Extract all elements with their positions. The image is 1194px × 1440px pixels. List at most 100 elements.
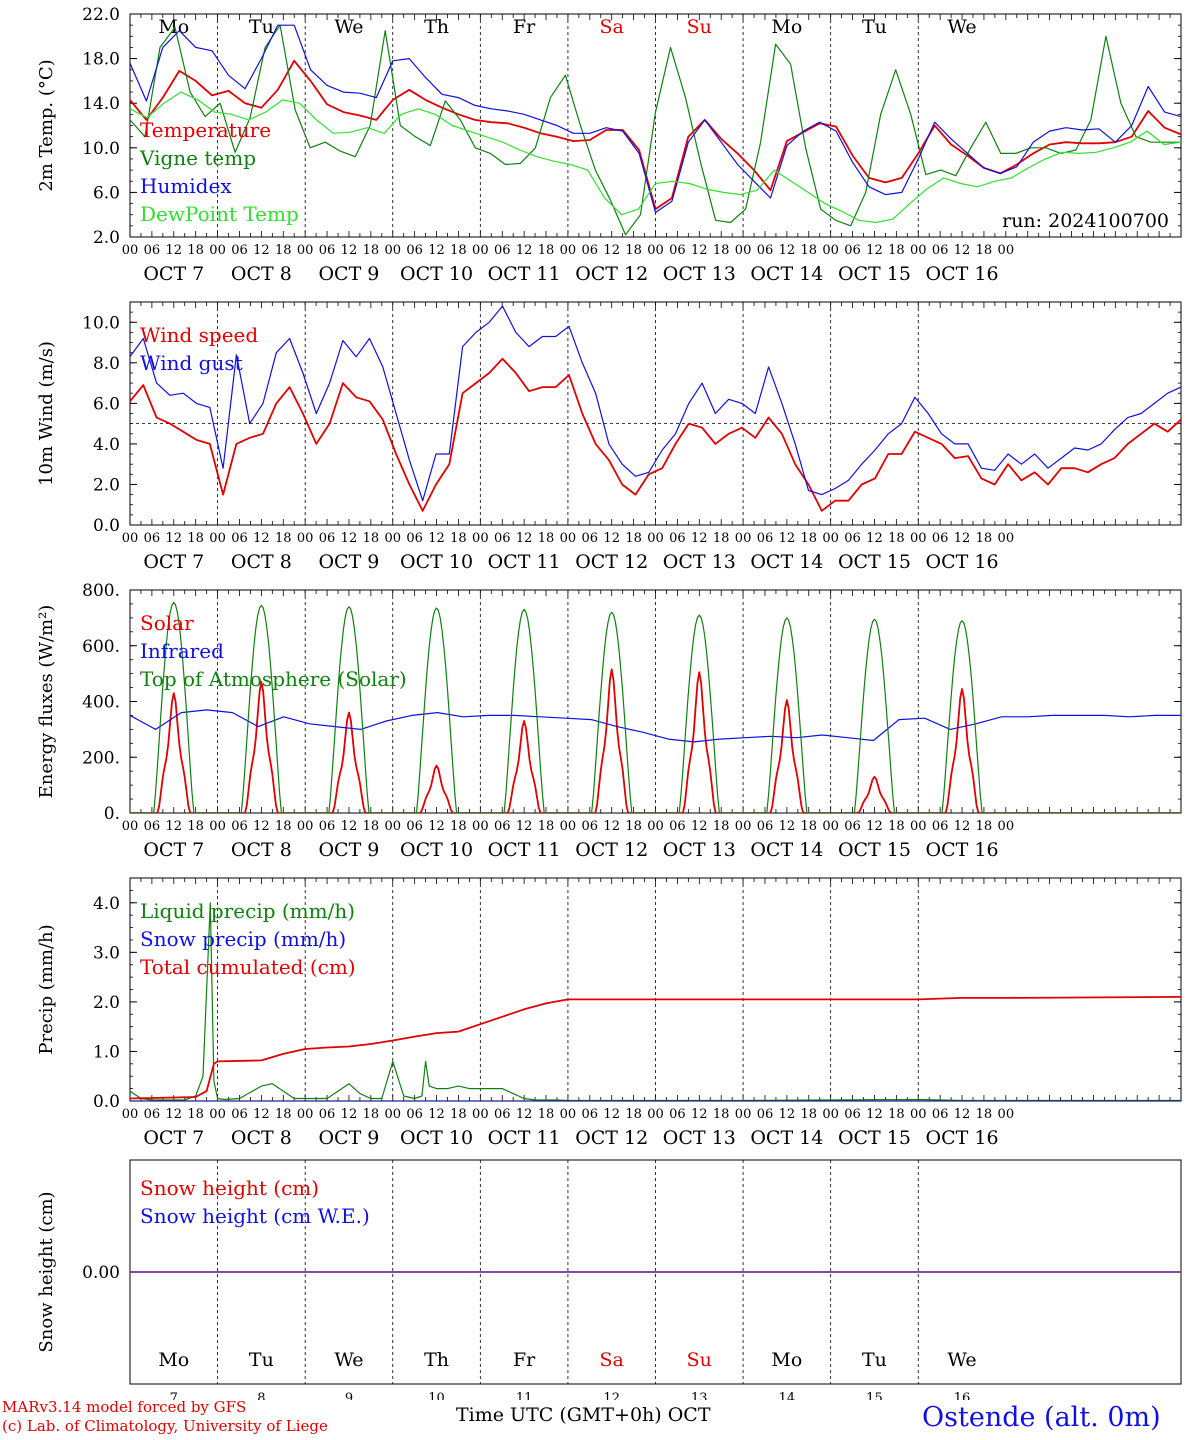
run-label: run: 2024100700 bbox=[1002, 210, 1169, 232]
hour-tick-label: 12 bbox=[341, 1107, 358, 1122]
model-credits: MARv3.14 model forced by GFS (c) Lab. of… bbox=[2, 1398, 328, 1436]
hour-tick-label: 06 bbox=[319, 531, 336, 546]
hour-tick-label: 18 bbox=[187, 243, 204, 258]
hour-tick-label: 18 bbox=[713, 819, 730, 834]
series-line-infrared bbox=[130, 709, 1181, 743]
date-label: OCT 10 bbox=[400, 1127, 473, 1149]
weekday-label: Tu bbox=[249, 16, 274, 38]
hour-tick-label: 12 bbox=[866, 819, 883, 834]
hour-tick-label: 12 bbox=[428, 1107, 445, 1122]
hour-tick-label: 12 bbox=[253, 243, 270, 258]
hour-tick-label: 06 bbox=[844, 531, 861, 546]
day-number-label: 7 bbox=[170, 1391, 178, 1400]
hour-tick-label: 06 bbox=[844, 243, 861, 258]
series-line-humidex bbox=[130, 24, 1181, 214]
hour-tick-label: 00 bbox=[910, 1107, 927, 1122]
hour-tick-label: 12 bbox=[866, 243, 883, 258]
hour-tick-label: 06 bbox=[231, 243, 248, 258]
y-tick-label: 18.0 bbox=[82, 50, 120, 70]
date-label: OCT 9 bbox=[318, 1127, 379, 1149]
date-label: OCT 11 bbox=[488, 1127, 561, 1149]
y-tick-label: 2.0 bbox=[93, 475, 120, 495]
date-label: OCT 15 bbox=[838, 551, 911, 573]
date-label: OCT 11 bbox=[488, 839, 561, 861]
day-number-label: 16 bbox=[954, 1391, 971, 1400]
series-line-temperature bbox=[130, 59, 1181, 210]
hour-tick-label: 00 bbox=[384, 819, 401, 834]
series-group bbox=[130, 601, 1181, 813]
hour-tick-label: 00 bbox=[998, 1107, 1015, 1122]
hour-tick-label: 00 bbox=[910, 819, 927, 834]
hour-tick-label: 06 bbox=[494, 243, 511, 258]
legend-entry: Snow height (cm W.E.) bbox=[140, 1204, 370, 1228]
hour-tick-label: 00 bbox=[560, 243, 577, 258]
hour-tick-label: 12 bbox=[779, 819, 796, 834]
hour-tick-label: 18 bbox=[713, 531, 730, 546]
legend-entry: Total cumulated (cm) bbox=[140, 955, 356, 979]
day-number-label: 13 bbox=[691, 1391, 708, 1400]
hour-tick-label: 12 bbox=[603, 1107, 620, 1122]
hour-tick-label: 06 bbox=[406, 819, 423, 834]
hour-tick-label: 00 bbox=[472, 819, 489, 834]
hour-tick-label: 00 bbox=[384, 531, 401, 546]
hour-tick-label: 06 bbox=[319, 1107, 336, 1122]
y-tick-label: 6.0 bbox=[93, 394, 120, 414]
day-number-label: 11 bbox=[516, 1391, 533, 1400]
hour-tick-label: 00 bbox=[297, 819, 314, 834]
hour-tick-label: 18 bbox=[800, 531, 817, 546]
date-label: OCT 14 bbox=[750, 839, 823, 861]
hour-tick-label: 12 bbox=[516, 243, 533, 258]
hour-tick-label: 12 bbox=[691, 1107, 708, 1122]
y-tick-label: 600. bbox=[82, 637, 120, 657]
hour-tick-label: 18 bbox=[538, 819, 555, 834]
hour-tick-label: 06 bbox=[319, 819, 336, 834]
y-tick-label: 2.0 bbox=[93, 993, 120, 1013]
y-tick-label: 22.0 bbox=[82, 5, 120, 25]
hour-tick-label: 06 bbox=[932, 1107, 949, 1122]
hour-tick-label: 12 bbox=[603, 531, 620, 546]
date-label: OCT 12 bbox=[575, 551, 648, 573]
hour-tick-label: 00 bbox=[209, 531, 226, 546]
panel-3: 0. 200. 400. 600. 800. Energy fluxes (W/m²) 00… bbox=[36, 581, 1182, 861]
hour-tick-label: 00 bbox=[122, 819, 139, 834]
series-group bbox=[130, 902, 1181, 1101]
hour-tick-label: 12 bbox=[954, 531, 971, 546]
hour-tick-label: 06 bbox=[932, 819, 949, 834]
hour-tick-label: 00 bbox=[735, 531, 752, 546]
hour-tick-label: 18 bbox=[275, 531, 292, 546]
hour-tick-label: 18 bbox=[888, 1107, 905, 1122]
y-tick-label: 200. bbox=[82, 748, 120, 768]
hour-tick-label: 00 bbox=[384, 243, 401, 258]
legend-entry: Infrared bbox=[140, 639, 224, 663]
y-tick-label: 8.0 bbox=[93, 354, 120, 374]
hour-tick-label: 18 bbox=[625, 819, 642, 834]
hour-tick-label: 12 bbox=[516, 1107, 533, 1122]
hour-tick-label: 12 bbox=[428, 819, 445, 834]
weekday-label: Tu bbox=[249, 1349, 274, 1371]
hour-tick-label: 12 bbox=[779, 1107, 796, 1122]
hour-tick-label: 00 bbox=[560, 531, 577, 546]
hour-tick-label: 06 bbox=[231, 819, 248, 834]
hour-tick-label: 06 bbox=[669, 243, 686, 258]
weekday-label: Mo bbox=[158, 16, 189, 38]
hour-tick-label: 00 bbox=[122, 1107, 139, 1122]
y-tick-label: 0.0 bbox=[93, 516, 120, 536]
series-line-dewpoint-temp bbox=[130, 91, 1181, 224]
panel-frame bbox=[129, 589, 1182, 814]
hour-tick-label: 18 bbox=[800, 243, 817, 258]
date-label: OCT 12 bbox=[575, 839, 648, 861]
hour-tick-label: 18 bbox=[538, 531, 555, 546]
hour-tick-label: 18 bbox=[888, 819, 905, 834]
y-tick-label: 2.0 bbox=[93, 228, 120, 248]
hour-tick-label: 12 bbox=[603, 243, 620, 258]
series-line-vigne-temp bbox=[130, 24, 1181, 236]
hour-tick-label: 18 bbox=[450, 1107, 467, 1122]
date-label: OCT 9 bbox=[318, 839, 379, 861]
hour-tick-label: 12 bbox=[866, 1107, 883, 1122]
date-label: OCT 11 bbox=[488, 263, 561, 285]
hour-tick-label: 06 bbox=[231, 531, 248, 546]
hour-tick-label: 06 bbox=[406, 1107, 423, 1122]
hour-tick-label: 06 bbox=[757, 1107, 774, 1122]
hour-tick-label: 06 bbox=[406, 531, 423, 546]
weekday-label: We bbox=[947, 16, 976, 38]
